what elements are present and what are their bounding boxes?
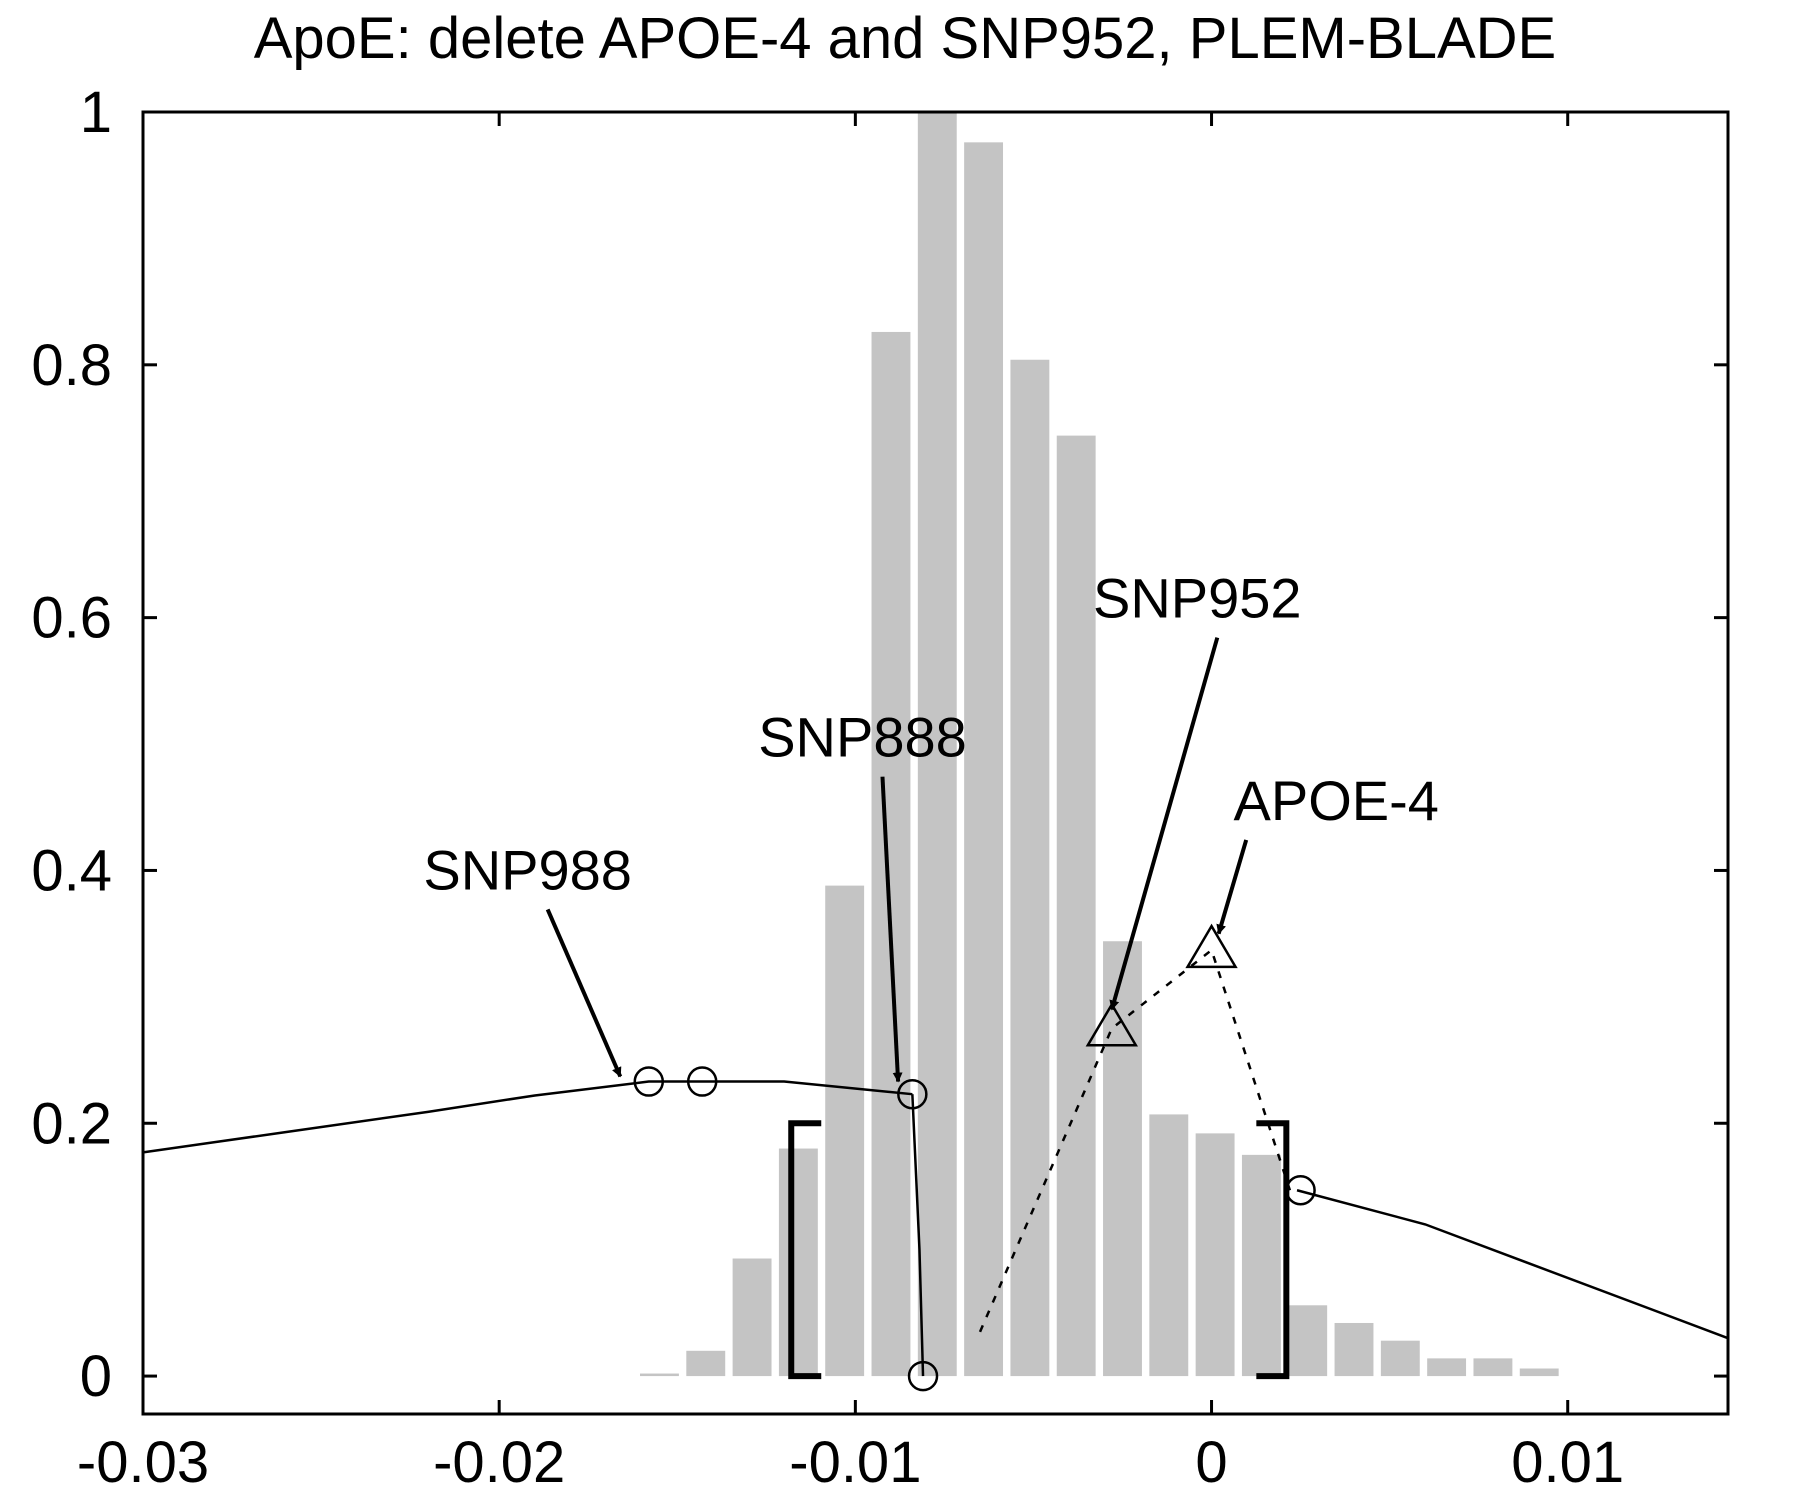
- y-tick-label: 0: [80, 1344, 112, 1409]
- histogram-bar: [1149, 1114, 1189, 1377]
- right-bracket: [1256, 1120, 1290, 1380]
- histogram-bar: [964, 142, 1004, 1377]
- y-axis-ticks: 0 0.2 0.4 0.6 0.8 1: [31, 80, 1728, 1409]
- histogram-bar: [1056, 435, 1096, 1377]
- dotted-curve: [978, 947, 1292, 1333]
- histogram-bar: [1195, 1133, 1235, 1377]
- histogram-bar: [732, 1258, 772, 1377]
- histogram-bar: [1519, 1368, 1559, 1377]
- x-tick-label: 0.01: [1511, 1430, 1624, 1495]
- x-tick-label: -0.02: [433, 1430, 565, 1495]
- histogram-bar: [640, 1373, 679, 1377]
- histogram-bar: [917, 112, 957, 1377]
- histogram-bar: [1334, 1322, 1374, 1377]
- annotation-label: SNP952: [1093, 567, 1302, 630]
- circle-marker: [897, 1078, 928, 1110]
- annotation-arrow: [880, 776, 903, 1083]
- annotations: SNP988 SNP888 SNP952 APOE-4: [423, 567, 1439, 1083]
- chart-title: ApoE: delete APOE-4 and SNP952, PLEM-BLA…: [254, 6, 1557, 71]
- curve-series: [142, 947, 1729, 1377]
- annotation-arrow: [1216, 839, 1249, 935]
- annotation-label: APOE-4: [1233, 769, 1438, 832]
- histogram-bars: [640, 112, 1559, 1377]
- x-tick-label: -0.01: [789, 1430, 921, 1495]
- annotation-label: SNP988: [423, 838, 632, 901]
- triangle-marker: [1085, 1001, 1138, 1047]
- interval-brackets: [788, 1120, 1290, 1380]
- circle-marker: [686, 1066, 718, 1097]
- x-tick-label: -0.03: [77, 1430, 209, 1495]
- y-tick-label: 0.2: [31, 1091, 112, 1156]
- annotation-arrow: [1109, 637, 1220, 1011]
- histogram-bar: [1288, 1305, 1328, 1377]
- histogram-bar: [778, 1148, 818, 1377]
- x-tick-label: 0: [1195, 1430, 1227, 1495]
- left-bracket: [788, 1120, 822, 1380]
- histogram-bar: [1380, 1340, 1420, 1377]
- annotation-label: SNP888: [758, 706, 967, 769]
- histogram-bar: [1241, 1154, 1281, 1377]
- histogram-bar: [1103, 941, 1142, 1377]
- data-markers: [633, 923, 1316, 1392]
- x-axis-ticks: -0.03 -0.02 -0.01 0 0.01: [77, 112, 1624, 1495]
- histogram-bar: [686, 1350, 726, 1377]
- triangle-marker: [1185, 923, 1238, 969]
- solid-curve: [911, 1094, 925, 1377]
- histogram-bar: [1010, 359, 1050, 1377]
- y-tick-label: 0.8: [31, 333, 112, 398]
- plot-frame: [141, 110, 1730, 1416]
- annotation-arrow: [545, 908, 623, 1078]
- y-tick-label: 0.6: [31, 586, 112, 651]
- histogram-bar: [1427, 1358, 1467, 1377]
- histogram-bar: [1473, 1358, 1513, 1377]
- solid-curve: [142, 1080, 913, 1154]
- histogram-bar: [825, 885, 865, 1377]
- circle-marker: [907, 1360, 939, 1392]
- y-tick-label: 1: [80, 80, 112, 145]
- solid-curve: [1296, 1189, 1729, 1340]
- histogram-bar: [871, 331, 911, 1377]
- y-tick-label: 0.4: [31, 838, 112, 903]
- circle-marker: [1285, 1175, 1316, 1206]
- circle-marker: [633, 1066, 665, 1097]
